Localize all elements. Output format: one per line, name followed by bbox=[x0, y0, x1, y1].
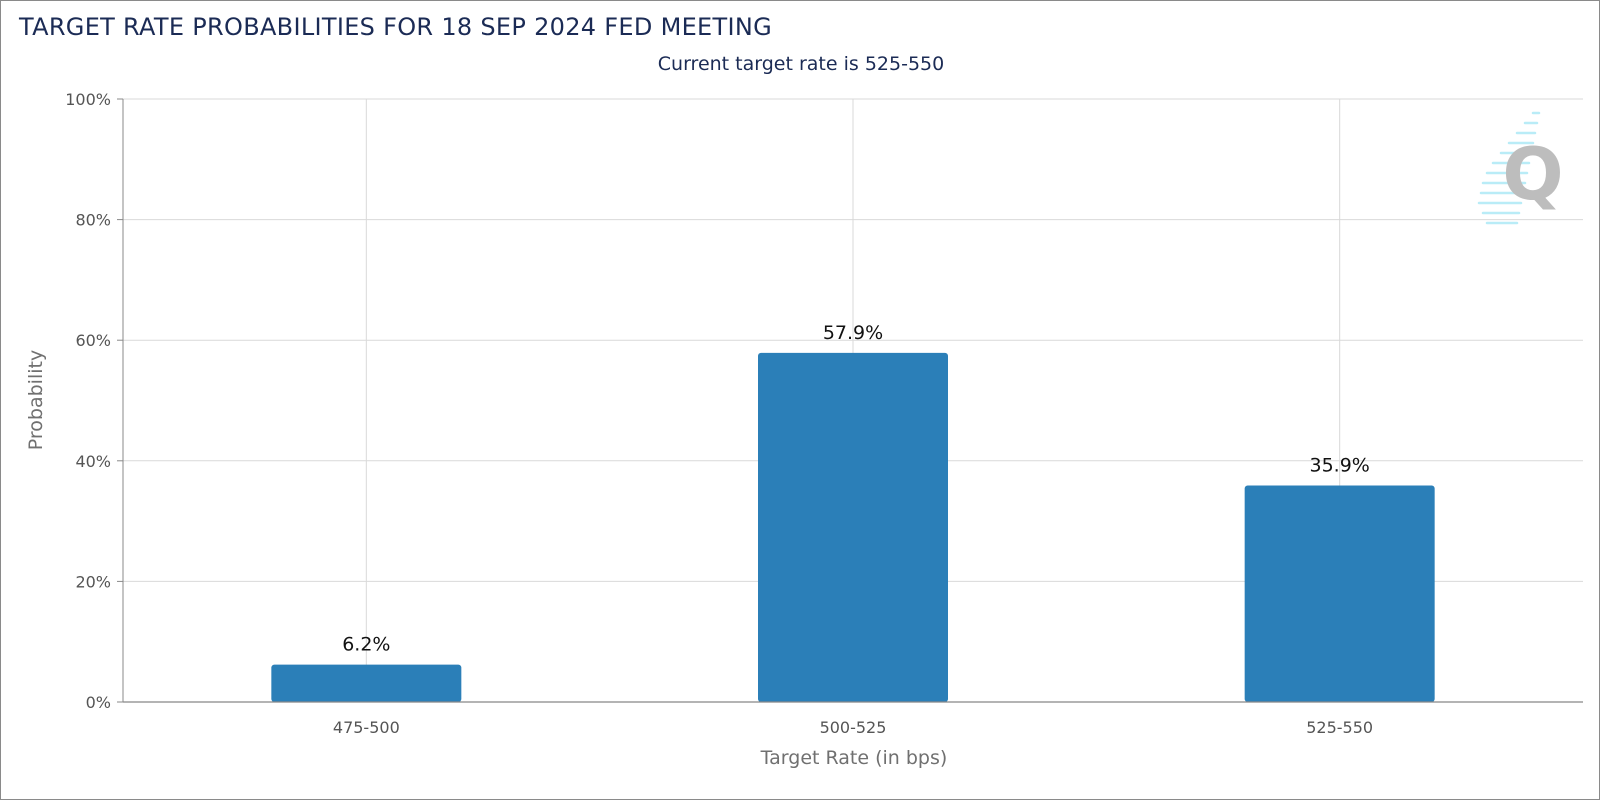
bars bbox=[271, 352, 1435, 702]
page-title: TARGET RATE PROBABILITIES FOR 18 SEP 202… bbox=[19, 13, 773, 41]
data-label: 35.9% bbox=[1309, 455, 1369, 477]
x-tick-label: 500-525 bbox=[820, 718, 887, 737]
y-tick-label: 40% bbox=[75, 452, 111, 471]
bar-525-550[interactable] bbox=[1244, 485, 1435, 702]
subtitle-area: Current target rate is 525-550 bbox=[1, 1, 1600, 101]
axes bbox=[117, 98, 1583, 703]
watermark-logo: Q bbox=[1477, 111, 1564, 225]
x-tick-label: 525-550 bbox=[1306, 718, 1373, 737]
data-label: 57.9% bbox=[823, 322, 883, 344]
y-tick-label: 0% bbox=[86, 693, 111, 712]
y-axis-title: Probability bbox=[25, 350, 47, 450]
x-axis-title: Target Rate (in bps) bbox=[760, 747, 948, 769]
x-tick-label: 475-500 bbox=[333, 718, 400, 737]
data-label: 6.2% bbox=[342, 634, 390, 656]
y-tick-label: 100% bbox=[65, 90, 111, 109]
bar-500-525[interactable] bbox=[758, 352, 948, 702]
y-tick-label: 20% bbox=[75, 572, 111, 591]
logo-speed-lines bbox=[1477, 111, 1541, 225]
chart-subtitle: Current target rate is 525-550 bbox=[657, 53, 945, 75]
labels: 0% 20% 40% 60% 80% 100% 6.2% 475-500 57.9% 500-52… bbox=[65, 90, 1373, 737]
y-tick-label: 80% bbox=[75, 211, 111, 230]
logo-letter: Q bbox=[1502, 132, 1563, 216]
bar-475-500[interactable] bbox=[271, 664, 462, 702]
y-tick-label: 60% bbox=[75, 331, 111, 350]
